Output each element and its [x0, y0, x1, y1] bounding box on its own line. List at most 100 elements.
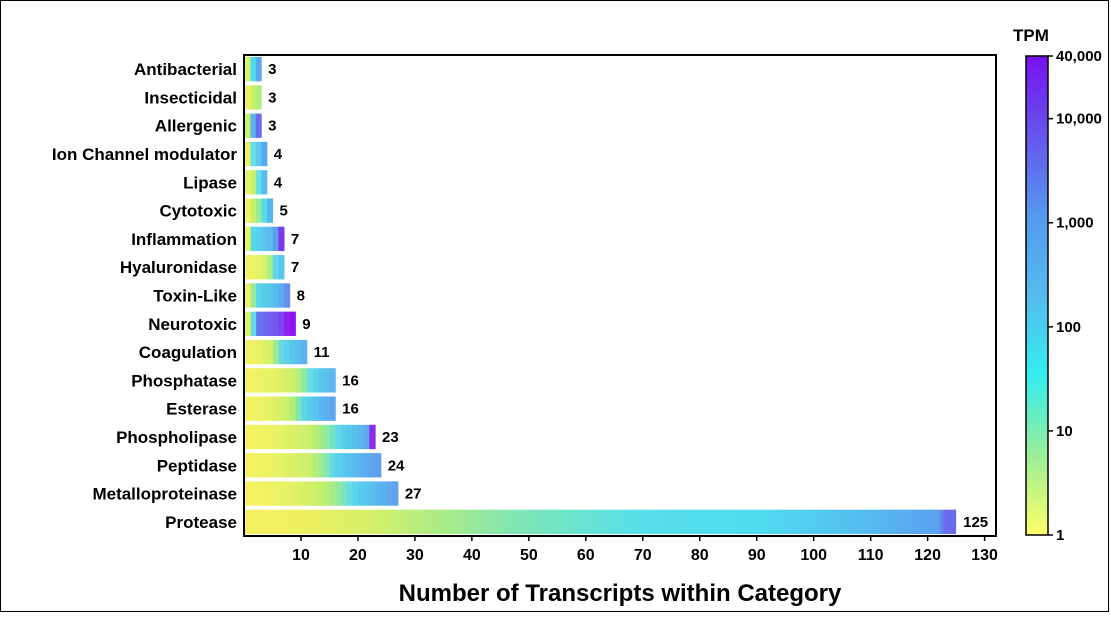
- bar-segment: [284, 424, 291, 450]
- category-label: Lipase: [183, 173, 237, 192]
- category-label: Neurotoxic: [148, 315, 237, 334]
- bar-segment: [250, 311, 257, 336]
- bar-segment: [323, 396, 331, 421]
- bar-segment: [250, 396, 257, 421]
- color-scale-tick-label: 1,000: [1056, 215, 1094, 232]
- bar-segment: [358, 481, 365, 506]
- bar-segment: [329, 453, 337, 478]
- x-tick-label: 40: [463, 547, 481, 564]
- value-label: 23: [382, 429, 399, 446]
- bar-segment: [341, 481, 348, 506]
- bar-segment: [278, 396, 286, 421]
- value-label: 5: [279, 203, 287, 220]
- bar-segment: [261, 255, 268, 280]
- bar-segment: [273, 396, 280, 421]
- bar-segment: [273, 368, 280, 393]
- bar-segment: [267, 368, 274, 393]
- bar-segment: [290, 453, 297, 478]
- category-label: Toxin-Like: [153, 287, 237, 306]
- bar-segment: [250, 255, 257, 280]
- x-tick-label: 30: [406, 547, 424, 564]
- category-label: Allergenic: [155, 117, 237, 136]
- bar-segment: [278, 226, 285, 252]
- bar-segment: [352, 481, 359, 506]
- bar-segment: [245, 453, 252, 478]
- x-tick-label: 130: [971, 547, 998, 564]
- bar-segment: [369, 481, 376, 506]
- bar-segment: [375, 453, 382, 478]
- x-tick-label: 50: [520, 547, 538, 564]
- bar-metalloproteinase: [245, 481, 399, 506]
- x-axis-label: Number of Transcripts within Category: [399, 580, 842, 607]
- bar-segment: [261, 481, 269, 506]
- bar-segment: [273, 481, 280, 506]
- bar-segment: [250, 368, 257, 393]
- bar-segment: [307, 453, 314, 478]
- bar-segment: [261, 339, 269, 365]
- bar-segment: [261, 424, 269, 450]
- bar-segment: [295, 396, 302, 421]
- bar-segment: [255, 113, 262, 138]
- bar-segment: [256, 481, 263, 506]
- color-scale-tick-label: 1: [1056, 527, 1064, 544]
- bar-segment: [284, 368, 291, 393]
- bar-hyaluronidase: [245, 255, 285, 280]
- bar-segment: [307, 424, 314, 450]
- bar-segment: [318, 481, 325, 506]
- bar-segment: [267, 255, 274, 280]
- bar-inflammation: [245, 226, 285, 252]
- bar-segment: [324, 424, 331, 450]
- bar-segment: [250, 453, 257, 478]
- value-label: 8: [297, 288, 305, 305]
- bar-segment: [278, 368, 286, 393]
- bar-segment: [335, 481, 342, 506]
- bar-segment: [245, 255, 252, 280]
- bar-segment: [256, 311, 263, 336]
- bar-segment: [358, 453, 365, 478]
- bar-lipase: [245, 170, 268, 195]
- bar-phosphatase: [245, 368, 336, 393]
- bar-coagulation: [245, 339, 308, 365]
- bar-segment: [284, 311, 291, 336]
- bar-segment: [312, 424, 320, 450]
- color-scale-tick-label: 40,000: [1056, 48, 1102, 65]
- bar-segment: [250, 85, 257, 110]
- bar-antibacterial: [245, 56, 262, 82]
- x-tick-label: 60: [577, 547, 595, 564]
- value-label: 3: [268, 89, 276, 106]
- bar-segment: [284, 481, 291, 506]
- bar-segment: [255, 141, 262, 167]
- bar-phospholipase: [245, 424, 376, 450]
- bar-segment: [312, 396, 319, 421]
- bar-segment: [369, 424, 376, 450]
- bar-insecticidal: [245, 85, 262, 110]
- bar-segment: [245, 396, 252, 421]
- bar-segment: [261, 198, 268, 223]
- category-label: Phosphatase: [131, 371, 237, 390]
- bar-segment: [272, 255, 279, 280]
- bar-segment: [307, 481, 314, 506]
- value-label: 9: [302, 316, 310, 333]
- bar-segment: [250, 198, 257, 223]
- bar-segment: [256, 255, 263, 280]
- bar-segment: [318, 396, 325, 421]
- value-label: 3: [268, 61, 276, 78]
- bar-segment: [256, 424, 263, 450]
- bar-segment: [250, 141, 257, 167]
- category-label: Ion Channel modulator: [52, 145, 237, 164]
- bar-segment: [245, 339, 252, 365]
- bar-segment: [267, 424, 274, 450]
- bar-segment: [245, 368, 252, 393]
- bar-segment: [358, 424, 365, 450]
- bar-allergenic: [245, 113, 262, 138]
- bar-segment: [245, 141, 252, 167]
- bar-segment: [278, 339, 285, 365]
- bar-segment: [256, 368, 263, 393]
- value-label: 3: [268, 118, 276, 135]
- x-tick-label: 80: [691, 547, 709, 564]
- bar-segment: [284, 283, 291, 308]
- bar-segment: [301, 368, 308, 393]
- category-labels: Antibacterial Insecticidal Allergenic Ion C…: [52, 60, 237, 532]
- bar-segment: [363, 453, 371, 478]
- bar-cytotoxic: [245, 198, 274, 223]
